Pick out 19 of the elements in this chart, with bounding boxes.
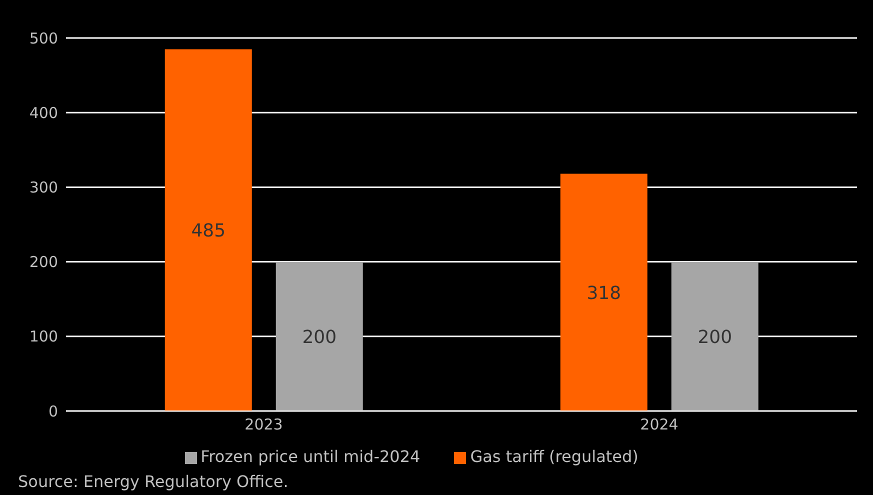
- source-note: Source: Energy Regulatory Office.: [18, 472, 288, 491]
- bar: [164, 49, 252, 411]
- y-tick-label: 300: [29, 178, 58, 197]
- y-tick-label: 200: [29, 253, 58, 272]
- y-tick-label: 500: [29, 29, 58, 48]
- legend-label: Gas tariff (regulated): [470, 447, 638, 466]
- x-tick-label: 2023: [244, 416, 283, 434]
- bar: [671, 262, 758, 411]
- data-label: 485: [191, 220, 226, 242]
- bar: [560, 174, 648, 411]
- legend-label: Frozen price until mid-2024: [200, 447, 420, 466]
- y-tick-label: 100: [29, 328, 58, 346]
- y-tick-label: 400: [29, 104, 58, 122]
- x-tick-label: 2024: [640, 416, 678, 434]
- y-tick-label: 0: [48, 402, 58, 420]
- data-label: 200: [302, 326, 337, 348]
- bar: [276, 262, 363, 411]
- data-label: 200: [698, 326, 732, 348]
- data-label: 318: [586, 282, 622, 304]
